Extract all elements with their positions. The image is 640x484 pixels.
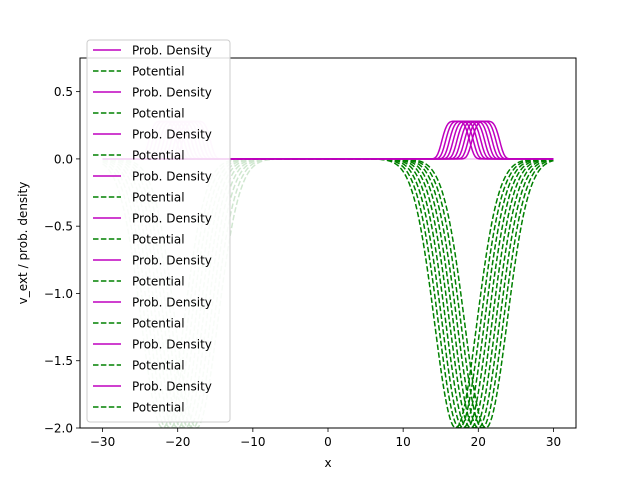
y-axis: −2.0 −1.5 −1.0 −0.5 0.0 0.5 (44, 85, 80, 436)
legend-label: Potential (132, 317, 185, 331)
legend-label: Prob. Density (132, 128, 212, 142)
legend-label: Potential (132, 359, 185, 373)
legend-label: Prob. Density (132, 86, 212, 100)
legend-label: Prob. Density (132, 212, 212, 226)
legend-label: Prob. Density (132, 380, 212, 394)
legend-label: Potential (132, 65, 185, 79)
x-tick-label: −30 (90, 435, 115, 449)
legend-label: Prob. Density (132, 338, 212, 352)
x-tick-label: 20 (471, 435, 486, 449)
x-tick-label: −10 (240, 435, 265, 449)
legend: Prob. Density Potential Prob. Density Poten… (86, 39, 231, 423)
legend-box (86, 39, 231, 423)
legend-label: Potential (132, 401, 185, 415)
legend-label: Prob. Density (132, 254, 212, 268)
legend-label: Prob. Density (132, 44, 212, 58)
legend-label: Potential (132, 233, 185, 247)
x-tick-label: −20 (165, 435, 190, 449)
legend-label: Potential (132, 191, 185, 205)
legend-label: Prob. Density (132, 170, 212, 184)
y-axis-label: v_ext / prob. density (16, 182, 30, 305)
legend-label: Potential (132, 107, 185, 121)
x-tick-label: 10 (396, 435, 411, 449)
legend-label: Potential (132, 275, 185, 289)
x-tick-label: 30 (546, 435, 561, 449)
y-tick-label: −1.0 (44, 287, 73, 301)
x-tick-label: 0 (324, 435, 332, 449)
y-tick-label: 0.0 (54, 152, 73, 166)
legend-label: Potential (132, 149, 185, 163)
x-axis-label: x (324, 456, 331, 470)
y-tick-label: −1.5 (44, 354, 73, 368)
x-axis: −30 −20 −10 0 10 20 30 (90, 428, 561, 449)
y-tick-label: −2.0 (44, 422, 73, 436)
y-tick-label: 0.5 (54, 85, 73, 99)
y-tick-label: −0.5 (44, 220, 73, 234)
legend-label: Prob. Density (132, 296, 212, 310)
